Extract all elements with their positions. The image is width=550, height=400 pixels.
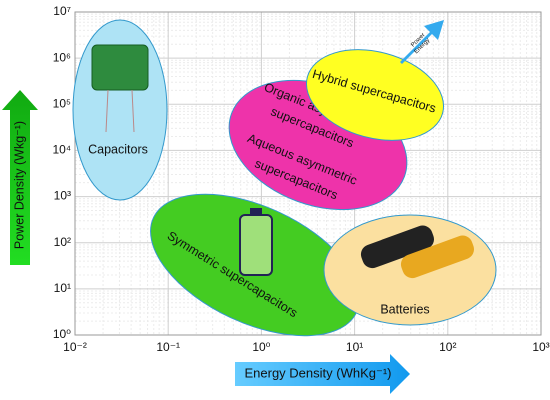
x-axis-arrow <box>235 354 410 394</box>
battery-cap <box>250 208 262 215</box>
y-axis-label: Power Density (Wkg⁻¹) <box>12 121 26 249</box>
battery-icon <box>239 214 273 276</box>
battery-cell <box>400 235 474 279</box>
trend-arrow <box>400 20 444 64</box>
x-tick-label: 10¹ <box>346 340 363 354</box>
y-tick-label: 10⁷ <box>53 4 71 18</box>
x-tick-label: 10⁻² <box>63 340 87 354</box>
y-tick-label: 10⁵ <box>53 96 71 110</box>
y-tick-label: 10² <box>54 235 71 249</box>
x-tick-label: 10⁰ <box>252 340 270 354</box>
battery-cell <box>360 225 434 269</box>
capacitor-icon <box>91 44 149 91</box>
x-axis-label: Energy Density (WhKg⁻¹) <box>244 365 391 380</box>
region-label: Batteries <box>380 302 429 316</box>
x-tick-label: 10⁻¹ <box>156 340 180 354</box>
capacitor-lead <box>131 89 135 133</box>
y-tick-label: 10⁶ <box>53 50 71 64</box>
y-tick-label: 10⁴ <box>52 143 71 157</box>
y-tick-label: 10¹ <box>54 281 71 295</box>
x-tick-label: 10² <box>439 340 456 354</box>
region-label: Capacitors <box>88 142 148 156</box>
capacitor-lead <box>105 89 109 133</box>
y-axis-arrow <box>2 90 38 265</box>
y-tick-label: 10³ <box>54 189 71 203</box>
x-tick-label: 10³ <box>532 340 549 354</box>
region-ellipse <box>305 49 445 141</box>
y-tick-label: 10⁰ <box>53 327 71 341</box>
